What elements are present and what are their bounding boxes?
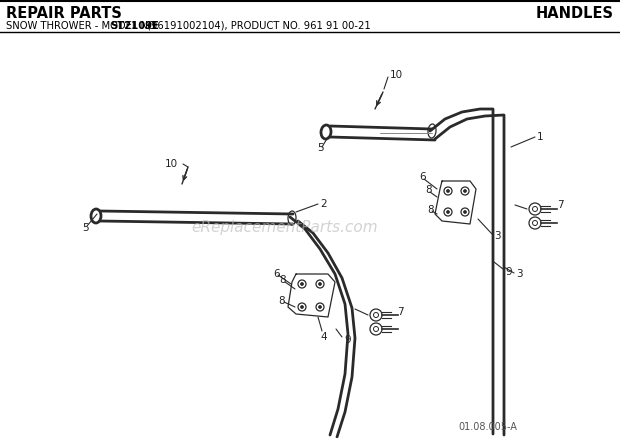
Circle shape [370, 323, 382, 335]
Circle shape [446, 190, 450, 193]
Text: 8: 8 [278, 295, 285, 305]
Text: 3: 3 [516, 268, 523, 279]
Text: eReplacementParts.com: eReplacementParts.com [192, 220, 378, 235]
Ellipse shape [321, 126, 331, 140]
Text: HANDLES: HANDLES [536, 6, 614, 21]
Text: 9: 9 [344, 334, 351, 344]
Text: 10: 10 [390, 70, 403, 80]
Text: 4: 4 [320, 331, 327, 341]
Circle shape [301, 306, 304, 309]
Circle shape [529, 218, 541, 230]
Text: 8: 8 [425, 184, 432, 194]
Text: 9: 9 [505, 266, 511, 276]
Circle shape [529, 204, 541, 215]
Text: REPAIR PARTS: REPAIR PARTS [6, 6, 122, 21]
Text: 01.08.005-A: 01.08.005-A [458, 421, 517, 431]
Ellipse shape [91, 209, 101, 223]
Text: 10: 10 [165, 159, 178, 169]
Text: 1: 1 [537, 132, 544, 141]
Text: 7: 7 [557, 200, 564, 209]
Text: 7: 7 [397, 306, 404, 316]
Circle shape [319, 306, 322, 309]
Circle shape [301, 283, 304, 286]
Circle shape [319, 283, 322, 286]
Text: (96191002104), PRODUCT NO. 961 91 00-21: (96191002104), PRODUCT NO. 961 91 00-21 [144, 21, 371, 31]
Circle shape [464, 211, 466, 214]
Text: SNOW THROWER - MODEL NO.: SNOW THROWER - MODEL NO. [6, 21, 162, 31]
Text: 3: 3 [494, 230, 500, 240]
Text: 8: 8 [427, 205, 433, 215]
Text: 8: 8 [279, 274, 286, 284]
Circle shape [446, 211, 450, 214]
Text: 6: 6 [419, 172, 425, 182]
Text: 6: 6 [273, 268, 280, 279]
Text: ST2109E: ST2109E [110, 21, 159, 31]
Text: 5: 5 [82, 223, 89, 233]
Circle shape [370, 309, 382, 321]
Text: 2: 2 [320, 198, 327, 208]
Text: 5: 5 [317, 143, 324, 153]
Circle shape [464, 190, 466, 193]
